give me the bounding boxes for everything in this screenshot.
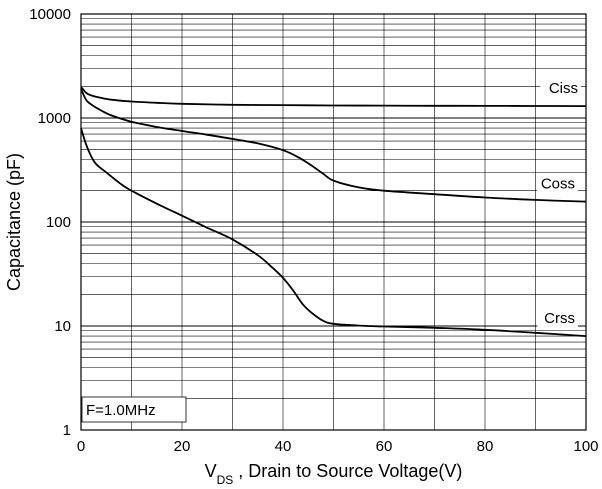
series-line-coss <box>80 88 587 203</box>
series-layer <box>80 86 587 337</box>
series-label-bg <box>537 309 578 329</box>
y-tick-label: 1 <box>63 422 71 439</box>
y-tick-label: 100 <box>46 214 71 231</box>
frequency-note: F=1.0MHz <box>86 402 156 419</box>
x-axis-title-subscript: DS <box>217 473 234 487</box>
y-axis-ticks: 1 10 100 1000 10000 <box>29 6 71 439</box>
series-label-coss: Coss <box>541 176 575 193</box>
y-tick-label: 10000 <box>29 6 71 23</box>
series-line-ciss <box>80 86 587 107</box>
x-axis-title-rest: , Drain to Source Voltage(V) <box>233 461 462 481</box>
series-label-bg <box>540 79 581 99</box>
x-tick-label: 60 <box>376 438 393 455</box>
x-tick-label: 0 <box>77 438 85 455</box>
x-tick-label: 20 <box>174 438 191 455</box>
series-label-bg <box>537 174 578 194</box>
x-tick-label: 80 <box>477 438 494 455</box>
series-labels: Ciss Coss Crss <box>537 79 581 329</box>
series-label-crss: Crss <box>544 310 575 327</box>
grid-lines <box>81 14 586 430</box>
y-tick-label: 10 <box>54 318 71 335</box>
x-tick-label: 40 <box>275 438 292 455</box>
x-axis-title: VDS , Drain to Source Voltage(V) <box>205 461 463 487</box>
y-axis-title: Capacitance (pF) <box>4 153 24 291</box>
series-label-ciss: Ciss <box>549 80 578 97</box>
frequency-note-box <box>81 396 187 423</box>
series-line-crss <box>80 127 587 337</box>
x-axis-ticks: 0 20 40 60 80 100 <box>77 438 599 455</box>
x-axis-title-main: V <box>205 461 217 481</box>
y-tick-label: 1000 <box>38 110 71 127</box>
x-tick-label: 100 <box>573 438 598 455</box>
